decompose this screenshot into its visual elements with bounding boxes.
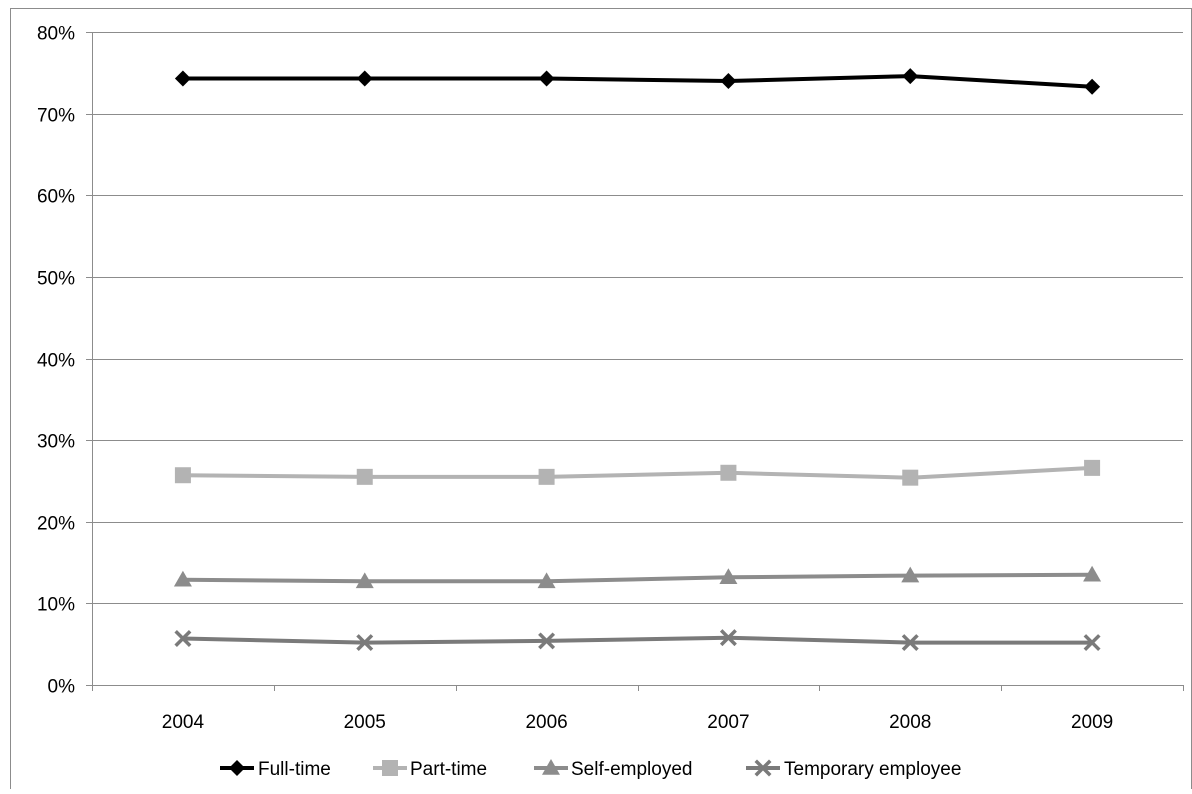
series-line xyxy=(182,635,1093,645)
data-point xyxy=(720,72,737,89)
data-point xyxy=(538,632,556,650)
data-point xyxy=(902,68,919,85)
series-temporary-employee xyxy=(174,629,1101,652)
series xyxy=(173,68,1102,652)
data-point xyxy=(355,572,374,589)
legend-label: Full-time xyxy=(258,759,331,780)
data-point xyxy=(174,467,191,484)
legend-label: Part-time xyxy=(410,759,487,780)
y-tick-label: 30% xyxy=(37,432,75,453)
data-point xyxy=(174,629,192,647)
legend-entry: Temporary employee xyxy=(746,759,961,780)
data-point xyxy=(173,570,192,587)
data-point xyxy=(901,566,920,583)
series-line xyxy=(182,74,1093,89)
legend-swatch-marker xyxy=(382,760,398,776)
y-tick-label: 70% xyxy=(37,106,75,127)
legend-label: Temporary employee xyxy=(784,759,961,780)
legend-entry: Part-time xyxy=(373,759,487,780)
data-point xyxy=(537,572,556,589)
data-point xyxy=(1084,459,1101,476)
y-tick-label: 80% xyxy=(37,24,75,45)
legend-swatch-marker xyxy=(542,759,560,775)
y-tick-label: 10% xyxy=(37,595,75,616)
legend-label: Self-employed xyxy=(571,759,692,780)
data-point xyxy=(1083,565,1102,582)
x-tick-label-2005: 2005 xyxy=(344,712,386,733)
legend-entry: Full-time xyxy=(220,759,331,780)
series-full-time xyxy=(174,68,1101,95)
data-point xyxy=(1084,78,1101,95)
x-tick-label-2006: 2006 xyxy=(525,712,567,733)
data-point xyxy=(719,629,737,647)
y-tick-label: 20% xyxy=(37,514,75,535)
legend-entry: Self-employed xyxy=(534,759,692,780)
x-tick-label-2008: 2008 xyxy=(889,712,931,733)
x-tick-label-2007: 2007 xyxy=(707,712,749,733)
data-point xyxy=(356,468,373,485)
data-point xyxy=(901,634,919,652)
y-tick-label: 60% xyxy=(37,187,75,208)
data-point xyxy=(356,634,374,652)
data-point xyxy=(356,70,373,87)
data-point xyxy=(720,464,737,481)
series-line xyxy=(182,572,1093,584)
data-point xyxy=(538,468,555,485)
data-point xyxy=(1083,634,1101,652)
data-point xyxy=(902,469,919,486)
data-point xyxy=(719,568,738,585)
legend-swatch-marker xyxy=(754,759,772,777)
series-part-time xyxy=(174,459,1101,486)
x-tick-label-2009: 2009 xyxy=(1071,712,1113,733)
y-tick-label: 40% xyxy=(37,351,75,372)
series-line xyxy=(182,465,1093,480)
legend: Full-time Part-time Self-employed Temporary… xyxy=(220,759,961,780)
x-tick-label-2004: 2004 xyxy=(162,712,205,733)
chart-border xyxy=(10,8,1192,794)
y-tick-label: 50% xyxy=(37,269,75,290)
series-self-employed xyxy=(173,565,1102,589)
gridlines xyxy=(92,32,1183,604)
y-tick-label: 0% xyxy=(48,677,76,698)
data-point xyxy=(174,70,191,87)
axes: 0% 10% 20% 30% 40% 50% 60% 70% 80% 2004 2005 2006 20… xyxy=(37,24,1184,733)
data-point xyxy=(538,70,555,87)
legend-swatch-marker xyxy=(229,760,245,776)
